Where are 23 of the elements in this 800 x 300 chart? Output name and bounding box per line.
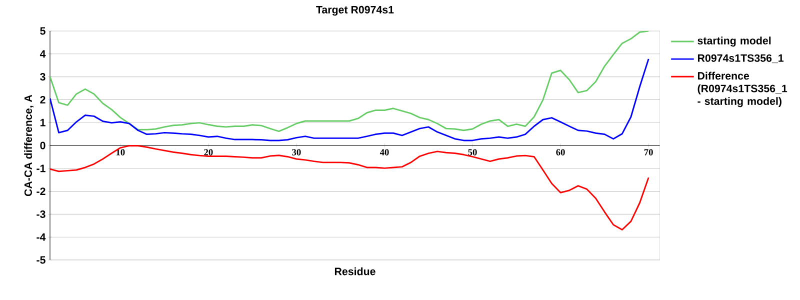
x-tick-label: 30 [292, 149, 301, 156]
x-tick-label: 70 [644, 149, 653, 156]
legend-label: R0974s1TS356_1 [698, 54, 784, 64]
y-tick-label: 2 [40, 96, 46, 104]
x-tick-label: 50 [468, 149, 477, 156]
legend-label: Difference (R0974s1TS356_1 - starting model) [698, 72, 788, 108]
chart-title: Target R0974s1 [316, 6, 394, 16]
x-tick-label: 20 [204, 149, 213, 156]
y-tick-label: 1 [40, 118, 46, 126]
legend-label: starting model [698, 36, 771, 47]
x-tick-label: 40 [380, 149, 389, 156]
y-tick-label: 3 [40, 73, 46, 81]
y-tick-label: -4 [36, 233, 46, 241]
x-tick-label: 60 [556, 149, 565, 156]
x-axis-title: Residue [334, 267, 376, 276]
y-tick-label: 4 [40, 50, 46, 58]
y-tick-label: -2 [36, 188, 46, 196]
y-tick-label: -3 [36, 210, 46, 218]
y-tick-label: -1 [36, 164, 46, 172]
y-tick-label: -5 [36, 256, 46, 264]
y-axis-title: CA-CA difference, A [24, 94, 34, 196]
y-tick-label: 5 [40, 27, 46, 35]
y-tick-label: 0 [40, 142, 46, 150]
